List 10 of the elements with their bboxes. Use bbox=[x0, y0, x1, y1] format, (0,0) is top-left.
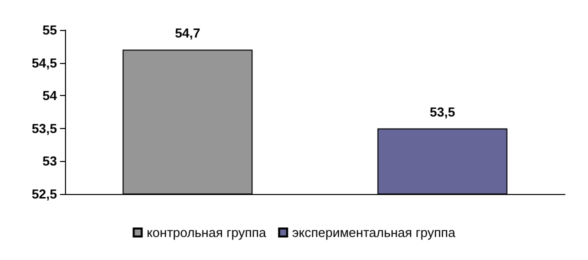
y-tick-label: 53 bbox=[42, 154, 57, 169]
legend-label: контрольная группа bbox=[146, 225, 267, 240]
y-tick-label: 54 bbox=[42, 88, 58, 104]
y-tick-label: 54,5 bbox=[32, 55, 57, 70]
legend-label: экспериментальная группа bbox=[292, 225, 456, 240]
data-label: 53,5 bbox=[430, 104, 456, 120]
y-tick-label: 55 bbox=[42, 22, 57, 38]
data-label: 54,7 bbox=[174, 26, 200, 41]
y-tick-label: 53,5 bbox=[32, 120, 57, 136]
y-tick-label: 52,5 bbox=[32, 186, 57, 202]
